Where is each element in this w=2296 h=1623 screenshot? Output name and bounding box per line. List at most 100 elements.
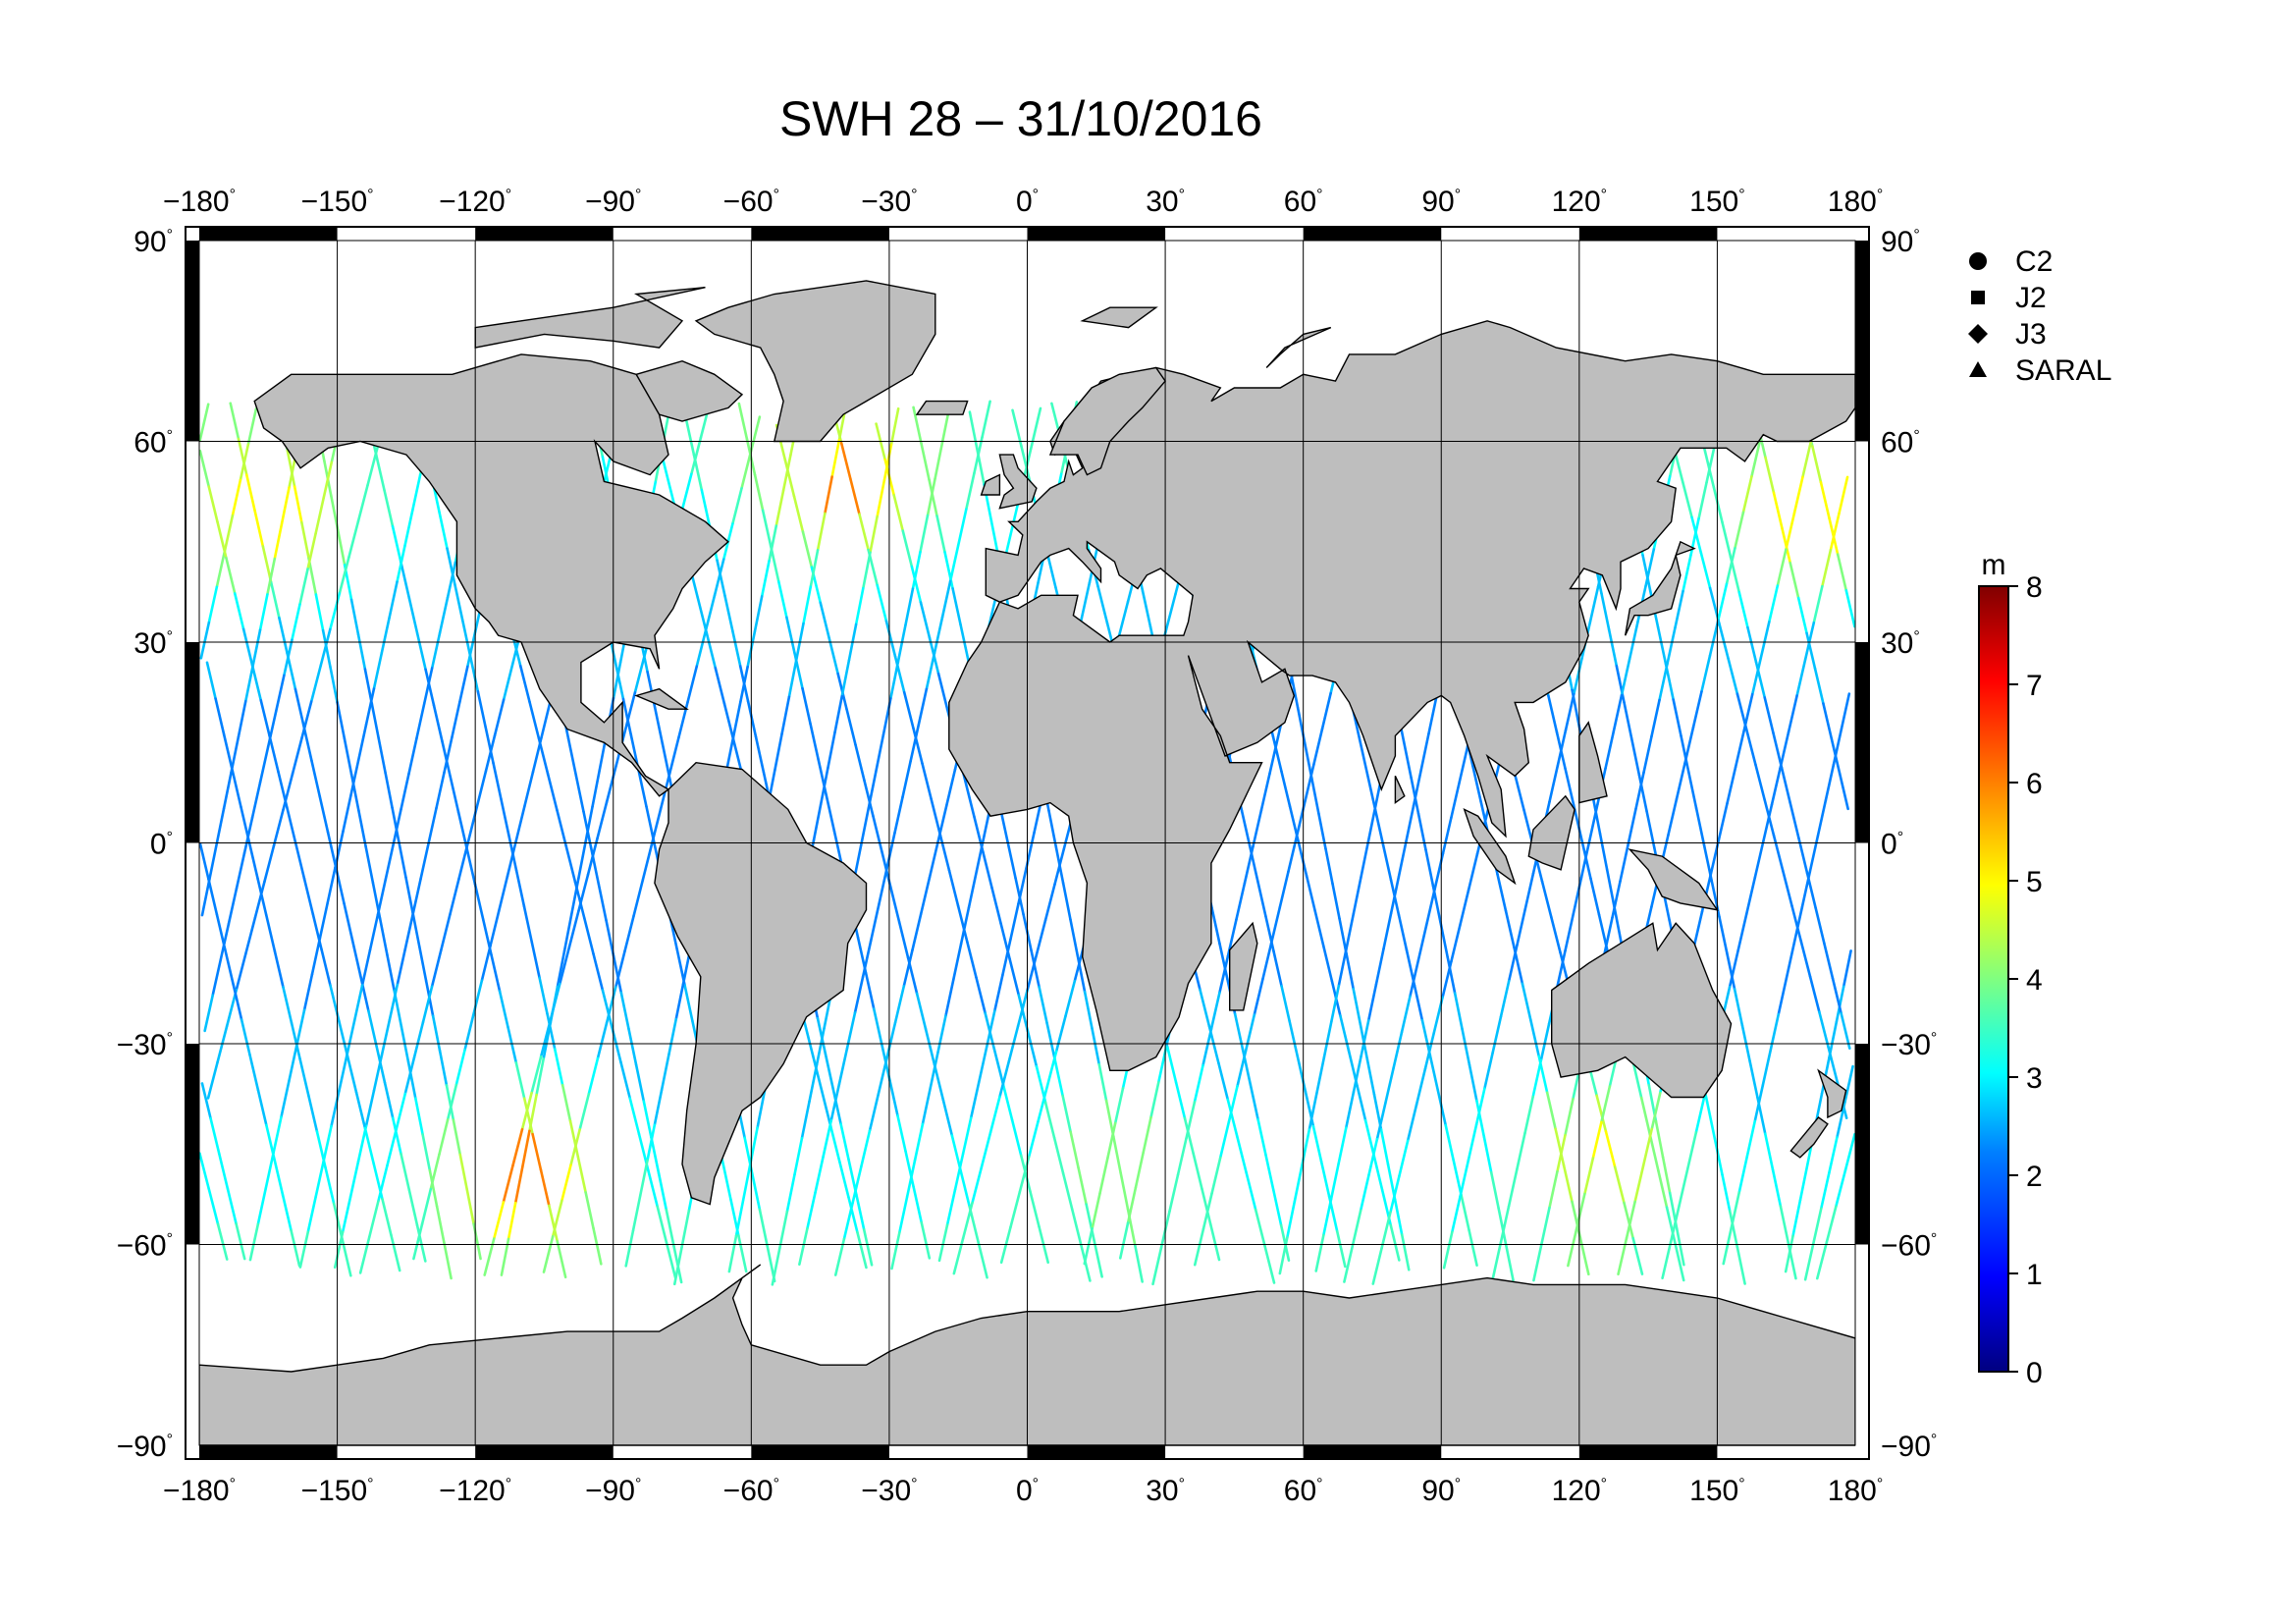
track-segment [273,949,285,989]
track-segment [977,1240,988,1279]
track-segment [646,1123,657,1162]
track-segment [272,808,285,847]
track-segment [465,629,477,669]
track-segment [1613,1165,1626,1205]
track-segment [1629,737,1641,777]
track-segment [890,1230,901,1271]
track-segment [1648,1132,1660,1172]
track-segment [854,587,865,626]
track-segment [1389,1223,1401,1262]
track-segment [825,793,836,833]
track-segment [1470,764,1483,803]
track-segment [454,1049,466,1087]
track-segment [427,806,438,845]
lon-tick-top: 30° [1146,186,1185,218]
track-segment [760,560,771,598]
track-segment [1069,1130,1080,1169]
track-segment [1322,1198,1333,1237]
track-segment [1450,924,1462,963]
lon-tick-bottom: −150° [301,1475,374,1507]
track-segment [1591,1120,1603,1160]
track-segment [1096,585,1109,625]
track-segment [1416,812,1427,851]
track-segment [577,873,590,913]
track-segment [824,1052,835,1091]
track-segment [1468,1063,1478,1103]
track-segment [1728,948,1739,989]
track-segment [1808,835,1820,874]
track-segment [514,805,526,843]
track-segment [1419,732,1430,772]
track-segment [1458,744,1469,784]
track-segment [1777,977,1789,1016]
track-segment [214,697,226,736]
frame-bar-bottom [475,1445,614,1459]
track-segment [1547,694,1559,734]
track-segment [1269,906,1282,946]
track-segment [753,473,765,513]
track-segment [1352,876,1362,916]
track-segment [953,1152,965,1191]
track-segment [1516,907,1527,947]
track-segment [731,629,742,668]
track-segment [1446,955,1457,995]
legend-circle-icon [1969,252,1987,270]
track-segment [199,842,210,881]
land-new-zealand-s [1789,1116,1829,1159]
track-segment [463,1013,475,1052]
track-segment [1174,1081,1187,1120]
track-segment [258,593,269,631]
track-segment [216,520,228,560]
track-segment [944,768,957,807]
track-segment [1054,1014,1067,1054]
track-segment [1249,1083,1259,1121]
land-baffin [635,359,744,422]
track-segment [919,876,932,916]
track-segment [1556,729,1568,768]
track-segment [237,699,247,738]
track-segment [587,1056,600,1096]
frame-bars [186,227,1869,1459]
track-segment [1605,868,1616,907]
track-segment [951,587,962,626]
track-segment [845,1011,857,1051]
track-segment [838,1160,850,1199]
track-segment [1623,701,1633,740]
track-segment [1252,809,1263,848]
track-segment [816,512,827,552]
lon-tick-top: −120° [439,186,511,218]
track-segment [1821,548,1833,588]
track-segment [1243,845,1255,885]
track-segment [686,665,699,704]
track-segment [511,1127,524,1167]
track-segment [990,887,1002,926]
track-segment [936,1014,947,1054]
track-segment [820,1090,832,1128]
lat-tick-left: −60° [117,1230,173,1263]
track-segment [556,948,566,989]
track-segment [205,661,217,700]
track-segment [905,1159,917,1198]
track-segment [1764,456,1776,495]
track-segment [1064,979,1077,1018]
track-segment [993,973,1004,1012]
track-segment [853,975,865,1014]
track-segment [1452,1159,1463,1197]
track-segment [1235,882,1247,922]
track-segment [811,1055,824,1093]
track-segment [1083,1227,1094,1266]
track-segment [623,914,635,953]
track-segment [1164,592,1177,631]
track-segment [1604,730,1616,770]
track-segment [498,990,509,1029]
track-segment [471,979,484,1017]
track-segment [377,1163,389,1203]
land-svalbard [1080,306,1158,329]
track-segment [1459,1159,1470,1198]
track-segment [396,947,407,987]
track-segment [360,948,372,987]
lat-tick-right: 0° [1881,829,1903,861]
track-segment [1259,772,1271,812]
track-segment [1360,840,1370,880]
track-segment [348,1160,360,1199]
